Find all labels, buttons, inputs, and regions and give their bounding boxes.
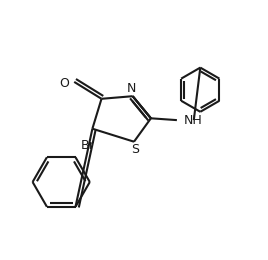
Text: NH: NH bbox=[183, 114, 202, 127]
Text: O: O bbox=[60, 77, 69, 90]
Text: N: N bbox=[127, 82, 136, 95]
Text: Br: Br bbox=[81, 139, 94, 152]
Text: S: S bbox=[131, 143, 139, 156]
